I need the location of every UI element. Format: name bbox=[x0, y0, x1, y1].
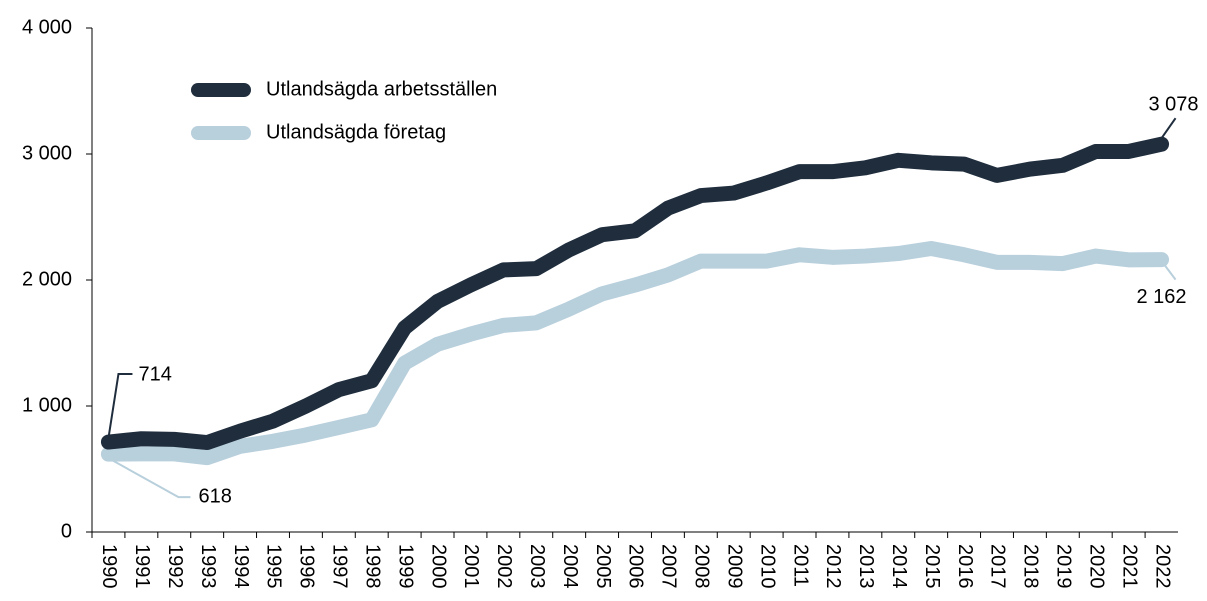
y-tick-label: 1 000 bbox=[22, 394, 72, 416]
legend-label: Utlandsägda arbetsställen bbox=[266, 78, 497, 100]
data-label: 714 bbox=[138, 363, 171, 385]
x-tick-label: 1993 bbox=[197, 544, 219, 589]
x-tick-label: 1997 bbox=[329, 544, 351, 589]
x-tick-label: 1994 bbox=[230, 544, 252, 589]
x-tick-label: 2007 bbox=[658, 544, 680, 589]
data-label: 618 bbox=[198, 485, 231, 507]
x-tick-label: 2002 bbox=[493, 544, 515, 589]
x-tick-label: 2009 bbox=[723, 544, 745, 589]
line-series bbox=[100, 241, 1170, 466]
x-tick-label: 2018 bbox=[1020, 544, 1042, 589]
x-tick-label: 1998 bbox=[361, 544, 383, 589]
label-leader bbox=[107, 457, 191, 499]
x-tick-label: 1999 bbox=[394, 544, 416, 589]
x-tick-label: 2011 bbox=[789, 544, 811, 587]
x-tick-label: 2017 bbox=[987, 544, 1009, 589]
x-tick-label: 1990 bbox=[98, 544, 120, 589]
y-tick-label: 4 000 bbox=[22, 16, 72, 38]
data-label: 3 078 bbox=[1149, 93, 1199, 115]
label-leader bbox=[1162, 262, 1177, 281]
y-tick-label: 3 000 bbox=[22, 142, 72, 164]
label-leader bbox=[1160, 117, 1177, 139]
x-tick-label: 1991 bbox=[131, 544, 153, 589]
x-tick-label: 2020 bbox=[1085, 544, 1107, 589]
x-tick-label: 1996 bbox=[296, 544, 318, 589]
x-tick-label: 2000 bbox=[427, 544, 449, 589]
label-leader bbox=[107, 373, 133, 439]
y-tick-label: 0 bbox=[61, 520, 72, 542]
data-label: 2 162 bbox=[1137, 286, 1187, 308]
x-tick-label: 2015 bbox=[921, 544, 943, 589]
line-series bbox=[100, 136, 1170, 451]
x-tick-label: 2021 bbox=[1118, 544, 1140, 589]
x-tick-label: 2010 bbox=[756, 544, 778, 589]
x-tick-label: 2016 bbox=[954, 544, 976, 589]
x-tick-label: 2013 bbox=[855, 544, 877, 589]
x-tick-label: 1992 bbox=[164, 544, 186, 589]
x-tick-label: 2022 bbox=[1151, 544, 1173, 589]
x-tick-label: 2012 bbox=[822, 544, 844, 589]
x-tick-label: 2005 bbox=[592, 544, 614, 589]
x-tick-label: 1995 bbox=[263, 544, 285, 589]
x-tick-label: 2008 bbox=[691, 544, 713, 589]
x-tick-label: 2019 bbox=[1053, 544, 1075, 589]
y-tick-label: 2 000 bbox=[22, 268, 72, 290]
x-tick-label: 2003 bbox=[526, 544, 548, 589]
x-tick-label: 2006 bbox=[625, 544, 647, 589]
x-tick-label: 2014 bbox=[888, 544, 910, 589]
legend-label: Utlandsägda företag bbox=[266, 121, 446, 143]
x-tick-label: 2001 bbox=[460, 544, 482, 589]
x-tick-label: 2004 bbox=[559, 544, 581, 589]
